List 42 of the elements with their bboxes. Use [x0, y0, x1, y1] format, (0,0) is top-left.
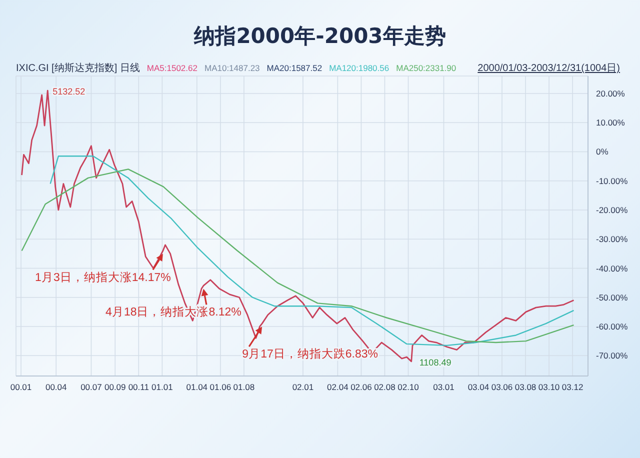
- x-tick-label: 03.01: [433, 382, 455, 392]
- y-tick-label: -60.00%: [596, 322, 628, 332]
- text: MA20:1587.52: [266, 63, 322, 73]
- text: MA250:2331.90: [396, 63, 456, 73]
- chart-title: 纳指2000年-2003年走势: [192, 23, 447, 50]
- x-tick-label: 00.11: [128, 382, 150, 392]
- x-tick-label: 02.01: [292, 382, 314, 392]
- x-tick-label: 00.01: [10, 382, 32, 392]
- x-tick-label: 03.12: [562, 382, 584, 392]
- x-tick-label: 01.04: [186, 382, 208, 392]
- x-tick-label: 01.08: [233, 382, 255, 392]
- text: 2000/01/03-2003/12/31(1004日): [478, 62, 620, 75]
- x-tick-label: 03.04: [468, 382, 490, 392]
- y-tick-label: 20.00%: [596, 88, 626, 98]
- text: MA120:1980.56: [329, 63, 390, 73]
- y-tick-label: -10.00%: [596, 176, 628, 186]
- x-tick-label: 03.06: [491, 382, 513, 392]
- y-tick-label: -40.00%: [596, 263, 628, 274]
- x-tick-label: 00.09: [104, 382, 126, 392]
- x-tick-label: 00.07: [80, 382, 102, 392]
- x-tick-label: 03.10: [538, 382, 560, 392]
- y-tick-label: 0%: [596, 146, 609, 157]
- y-tick-label: -20.00%: [596, 205, 628, 215]
- x-tick-label: 02.10: [398, 382, 420, 392]
- annotation: 5132.52: [52, 86, 86, 97]
- y-tick-label: -70.00%: [596, 350, 628, 361]
- annotation: 9月17日，纳指大跌6.83%: [242, 348, 378, 361]
- annotation: 1108.49: [419, 357, 452, 368]
- y-tick-label: -30.00%: [596, 234, 628, 244]
- x-tick-label: 02.04: [327, 382, 349, 392]
- y-tick-label: 10.00%: [596, 118, 626, 128]
- x-tick-label: 01.01: [152, 382, 174, 392]
- x-tick-label: 01.06: [210, 382, 232, 392]
- y-tick-label: -50.00%: [596, 292, 628, 302]
- annotation: 1月3日，纳指大涨14.17%: [35, 270, 171, 284]
- text: MA5:1502.62: [146, 63, 198, 73]
- text: IXIC.GI [纳斯达克指数] 日线: [16, 62, 140, 75]
- x-tick-label: 03.08: [514, 382, 536, 392]
- text: MA10:1487.23: [204, 63, 260, 73]
- x-tick-label: 02.06: [350, 382, 372, 392]
- x-tick-label: 00.04: [45, 382, 68, 392]
- x-tick-label: 02.08: [374, 382, 396, 392]
